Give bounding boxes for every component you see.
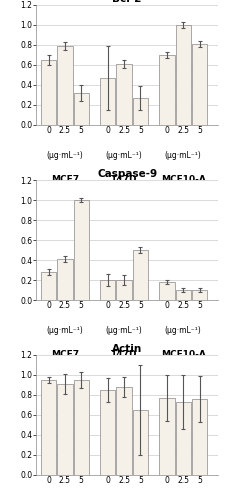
Text: MCF7: MCF7 xyxy=(51,350,79,360)
Bar xyxy=(133,250,148,300)
Text: MCF7: MCF7 xyxy=(51,176,79,184)
Text: (μg·mL⁻¹): (μg·mL⁻¹) xyxy=(106,326,142,336)
Bar xyxy=(159,55,175,125)
Bar xyxy=(74,200,89,300)
Bar xyxy=(175,25,191,125)
Text: T47D: T47D xyxy=(111,176,137,184)
Text: (μg·mL⁻¹): (μg·mL⁻¹) xyxy=(106,152,142,160)
Text: T47D: T47D xyxy=(111,350,137,360)
Bar xyxy=(116,387,132,475)
Bar xyxy=(41,60,56,125)
Bar xyxy=(100,78,115,125)
Bar xyxy=(100,390,115,475)
Bar xyxy=(74,380,89,475)
Bar xyxy=(116,280,132,300)
Title: Bcl-2: Bcl-2 xyxy=(112,0,142,4)
Title: Caspase-9: Caspase-9 xyxy=(97,169,157,179)
Bar xyxy=(175,290,191,300)
Text: (μg·mL⁻¹): (μg·mL⁻¹) xyxy=(165,152,202,160)
Text: MCF10-A: MCF10-A xyxy=(161,176,206,184)
Bar xyxy=(57,384,73,475)
Bar xyxy=(192,290,207,300)
Bar xyxy=(57,259,73,300)
Bar xyxy=(133,98,148,125)
Bar xyxy=(116,64,132,125)
Title: Actin: Actin xyxy=(112,344,142,354)
Text: MCF10-A: MCF10-A xyxy=(161,350,206,360)
Text: (μg·mL⁻¹): (μg·mL⁻¹) xyxy=(47,326,83,336)
Bar xyxy=(175,402,191,475)
Bar xyxy=(192,44,207,125)
Bar xyxy=(133,410,148,475)
Bar xyxy=(41,380,56,475)
Bar xyxy=(192,399,207,475)
Bar xyxy=(41,272,56,300)
Bar xyxy=(100,280,115,300)
Bar xyxy=(159,282,175,300)
Text: (μg·mL⁻¹): (μg·mL⁻¹) xyxy=(165,326,202,336)
Bar xyxy=(74,93,89,125)
Text: (μg·mL⁻¹): (μg·mL⁻¹) xyxy=(47,152,83,160)
Bar xyxy=(57,46,73,125)
Bar xyxy=(159,398,175,475)
